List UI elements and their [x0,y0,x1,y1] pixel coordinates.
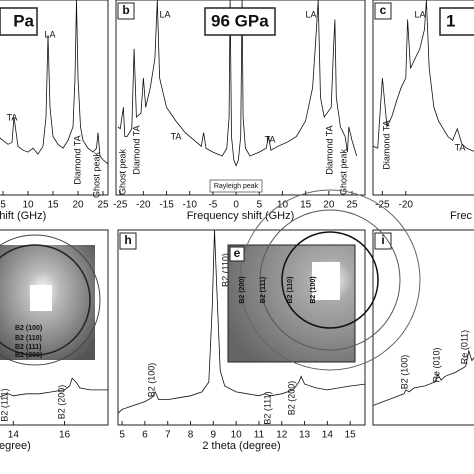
annotation: LA [44,29,55,39]
spectrum [373,349,474,406]
annotation: Rayleigh peak [214,183,259,190]
annotation: TA [455,142,466,152]
annotation: B2 (110) [220,253,230,287]
x-axis-title: 2 theta (degree) [202,440,280,452]
x-tick-label: -20 [399,200,414,211]
axes-frame [115,0,366,196]
x-tick-label: 6 [142,430,148,441]
x-tick-label: 10 [231,430,243,441]
panel-label: e [234,246,241,260]
inset-label: B2 (100) [15,325,42,332]
annotation: TA [265,134,276,144]
x-tick-label: -10 [182,200,197,211]
panel-label-box [374,2,392,20]
panel-title: 96 GPa [211,11,269,30]
annotation: Re (010) [431,347,441,382]
inset-g: B2 (100) B2 (110) B2 (111) B2 (200) [0,234,101,366]
x-tick-label: 20 [72,200,84,211]
x-tick-label: 25 [346,200,358,211]
inset-e: e B2 (200) B2 (111) B2 (110) B2 (100) [227,189,421,371]
annotation: Diamond TA [72,135,82,184]
title-box [439,7,474,36]
panel-label: i [381,233,384,247]
annotation: TA [171,131,182,141]
inset-label: B2 (111) [15,344,41,351]
panel-label: b [122,3,129,17]
annotation: Ghost peak [117,148,127,195]
x-tick-label: 5 [256,200,262,211]
x-tick-label: 5 [119,430,125,441]
x-tick-label: 14 [8,430,20,441]
x-tick-label: 7 [165,430,171,441]
annotation: LA [159,9,170,19]
inset-label: B2 (110) [287,277,294,304]
panel-title: Pa [13,11,34,30]
axes-frame [0,229,109,426]
inset-label: B2 (200) [239,276,246,303]
panel-title: 1 [446,11,455,30]
axes-frame [372,229,474,426]
annotation: LA [305,9,316,19]
x-tick-label: 25 [97,200,109,211]
x-tick-label: 14 [322,430,334,441]
x-tick-label: 10 [22,200,34,211]
x-tick-label: 13 [299,430,311,441]
x-tick-label: 16 [59,430,71,441]
annotation: Diamond TA [381,120,391,169]
x-tick-label: -25 [375,200,390,211]
x-axis-title: shift (GHz) [0,210,46,222]
x-tick-label: 5 [0,200,6,211]
axes-frame [117,229,366,426]
spectrum [373,0,474,152]
spectrum [118,230,365,414]
annotation: B2 (200) [286,381,296,416]
annotation: B2 (111) [262,391,272,424]
x-tick-label: 0 [233,200,239,211]
x-tick-label: -5 [208,200,217,211]
inset-label: B2 (200) [15,352,42,359]
x-tick-label: 8 [188,430,194,441]
x-tick-label: 12 [276,430,288,441]
spectrum [117,0,358,167]
x-tick-label: 11 [254,430,265,441]
panel-label-box [374,232,392,250]
x-tick-label: 15 [345,430,357,441]
panel-label-box [117,2,135,20]
annotation-box [209,179,263,193]
x-axis-title: Frequency shift (GHz) [187,210,295,222]
x-tick-label: 9 [211,430,217,441]
annotation: B2 (100) [399,355,409,390]
panel-label-box [119,232,137,250]
inset-label: B2 (110) [15,335,42,342]
axes-frame [372,0,474,196]
x-axis-title: Frec [450,210,473,222]
inset-label: B2 (100) [310,276,317,303]
x-tick-label: -20 [136,200,151,211]
x-axis-title: (degree) [0,440,31,452]
annotation: TA [7,112,18,122]
annotation: Ghost peak [338,148,348,195]
annotation: Diamond TA [131,125,141,174]
spectrum [0,377,108,398]
spectrum [0,0,108,165]
x-tick-label: -25 [113,200,128,211]
x-tick-label: 15 [300,200,312,211]
annotation: Ghost peak [91,151,101,198]
x-tick-label: 20 [323,200,335,211]
title-box [0,7,38,36]
annotation: Diamond TA [324,125,334,174]
annotation: Re (011) [459,330,469,364]
title-box [204,7,276,36]
panel-label: c [380,3,387,17]
x-tick-label: 10 [277,200,289,211]
annotation: LA [414,9,425,19]
x-tick-label: -15 [159,200,174,211]
inset-label: B2 (111) [260,277,267,303]
x-tick-label: 15 [47,200,59,211]
annotation: B2 (100) [146,363,156,398]
annotation: B2 (111) [0,388,9,421]
panel-label: h [124,233,131,247]
annotation: B2 (200) [56,385,66,420]
